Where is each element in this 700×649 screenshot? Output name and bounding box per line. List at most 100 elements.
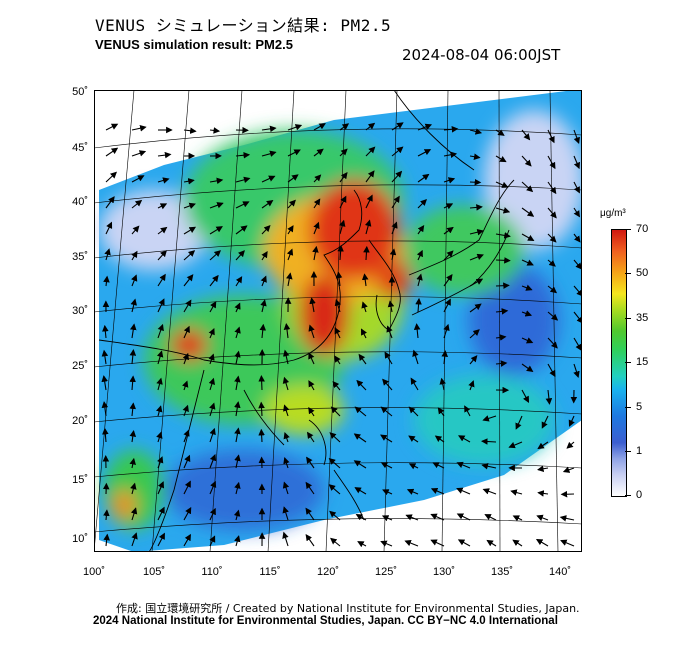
wind-arrow [105,221,113,235]
wind-arrow [157,177,170,184]
wind-arrow [287,225,294,235]
wind-arrow [457,539,471,547]
wind-arrow [417,173,430,183]
colorbar-tick [625,318,631,319]
colorbar-tick [625,229,631,230]
wind-arrow [283,457,290,469]
colorbar-label-15: 15 [636,356,649,368]
wind-arrow [286,248,294,261]
wind-arrow [131,225,140,235]
wind-arrow [258,375,265,391]
wind-arrow [365,170,375,183]
wind-arrow [573,207,580,218]
colorbar-label-0: 0 [636,489,643,501]
wind-arrow [365,194,373,209]
wind-arrow [105,196,115,209]
wind-arrow [156,350,164,365]
wind-arrow [313,148,324,157]
wind-arrow [443,298,451,313]
wind-arrow [335,271,343,287]
wind-arrow [330,537,341,547]
wind-arrow [102,324,109,339]
wind-arrow [361,301,368,313]
wind-arrow [536,514,549,521]
wind-arrow [573,233,581,243]
wind-arrow [129,457,136,469]
wind-arrow [521,155,532,167]
wind-arrow [287,174,299,183]
wind-arrow [387,300,395,313]
wind-arrow [334,327,341,339]
wind-arrow [130,507,138,521]
wind-arrow [283,323,291,339]
wind-arrow [183,250,196,261]
wind-arrow [209,301,217,313]
wind-arrow [156,405,163,417]
wind-arrow [391,221,398,235]
colorbar-label-35: 35 [636,312,649,324]
wind-arrow [416,249,423,261]
wind-arrow [560,539,575,547]
wind-arrow [182,352,189,365]
lat-label-50: 50˚ [72,86,88,98]
wind-arrow [382,378,393,391]
wind-arrow [495,282,510,289]
wind-arrow [131,274,138,287]
wind-arrow [305,481,315,495]
wind-arrow [309,297,316,313]
wind-arrow [481,438,497,445]
wind-arrow [129,323,137,339]
wind-arrow [417,224,425,235]
wind-arrow [439,377,446,391]
wind-arrow [481,463,497,470]
wind-arrow [234,454,241,469]
wind-arrow [305,507,315,521]
wind-arrow [443,226,454,235]
wind-arrow [380,406,393,417]
wind-arrow [234,326,241,339]
wind-arrow [209,402,216,417]
wind-arrow [482,488,497,495]
lon-label-130: 130˚ [432,566,456,578]
wind-arrow [209,127,221,134]
wind-arrow [208,377,216,391]
wind-arrow [183,177,195,185]
wind-arrow [209,274,219,287]
wind-arrow [328,457,341,469]
wind-arrow [443,177,456,184]
wind-arrow [235,250,245,261]
wind-arrow [566,441,575,449]
wind-arrow [416,273,423,287]
wind-arrow [512,515,523,522]
pm25-map [94,90,582,552]
wind-arrow [156,377,163,391]
wind-arrow [157,298,165,313]
wind-arrow [547,337,558,349]
wind-arrow [157,250,167,261]
wind-arrow [484,514,497,521]
wind-arrow [469,278,484,287]
wind-arrow [521,284,533,291]
wind-arrow [103,533,110,547]
wind-arrow [382,489,393,496]
wind-arrow [157,226,168,235]
wind-arrow [364,219,372,235]
wind-arrow [495,181,509,188]
wind-arrow [260,275,267,287]
wind-arrow [410,377,419,391]
wind-arrow [261,125,277,133]
wind-arrow [157,481,165,495]
wind-arrow [547,129,555,144]
wind-arrow [182,380,189,391]
credit-line: 作成: 国立環境研究所 / Created by National Instit… [116,602,580,615]
wind-arrow [521,233,535,242]
lat-label-45: 45˚ [72,142,88,154]
wind-arrow [495,207,511,214]
wind-arrow [469,128,483,135]
wind-arrow [430,487,445,495]
wind-arrow [353,460,367,469]
wind-arrow [469,228,484,236]
wind-arrow [129,430,137,443]
wind-arrow [156,431,163,443]
wind-arrow [430,513,445,521]
